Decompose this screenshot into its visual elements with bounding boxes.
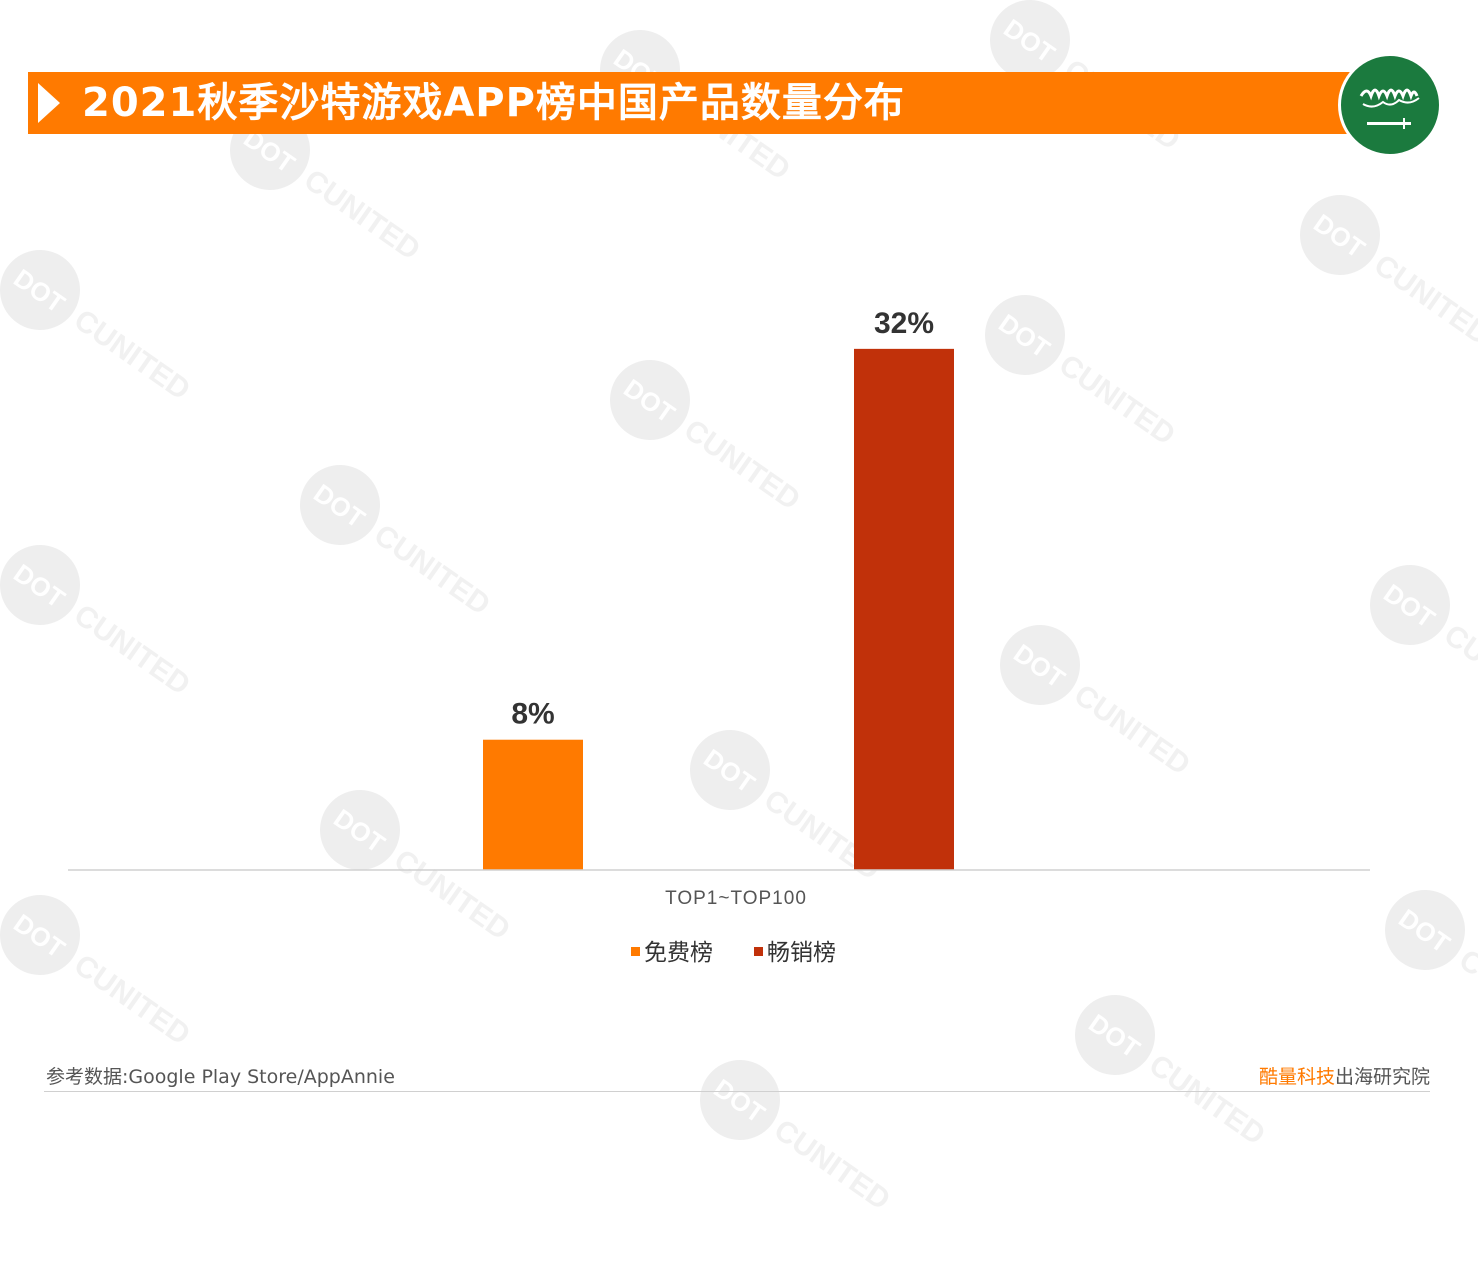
brand-highlight: 酷量科技: [1258, 1066, 1335, 1088]
title-bar: 2021秋季沙特游戏APP榜中国产品数量分布: [28, 72, 1368, 134]
bar-grossing: [854, 348, 954, 870]
saudi-arabia-flag-icon: [1338, 53, 1442, 157]
legend-item-grossing: 畅销榜: [754, 936, 836, 970]
footer-divider: [44, 1091, 1430, 1092]
brand-rest: 出海研究院: [1334, 1066, 1430, 1088]
legend-swatch-grossing: [754, 947, 763, 956]
legend: 免费榜 畅销榜: [0, 936, 1478, 970]
legend-item-free: 免费榜: [631, 936, 713, 970]
bar-chart: 8% 32% TOP1~TOP100: [68, 307, 1370, 909]
x-tick-label: TOP1~TOP100: [665, 888, 807, 909]
data-label-free: 8%: [511, 698, 554, 731]
data-label-grossing: 32%: [874, 307, 934, 340]
bar-free: [483, 739, 583, 870]
legend-swatch-free: [631, 947, 640, 956]
brand-credit: 酷量科技出海研究院: [1259, 1062, 1430, 1089]
page-title: 2021秋季沙特游戏APP榜中国产品数量分布: [82, 80, 905, 126]
play-arrow-icon: [38, 83, 60, 123]
legend-label-free: 免费榜: [644, 940, 713, 966]
data-source: 参考数据:Google Play Store/AppAnnie: [46, 1066, 395, 1088]
legend-label-grossing: 畅销榜: [767, 940, 836, 966]
